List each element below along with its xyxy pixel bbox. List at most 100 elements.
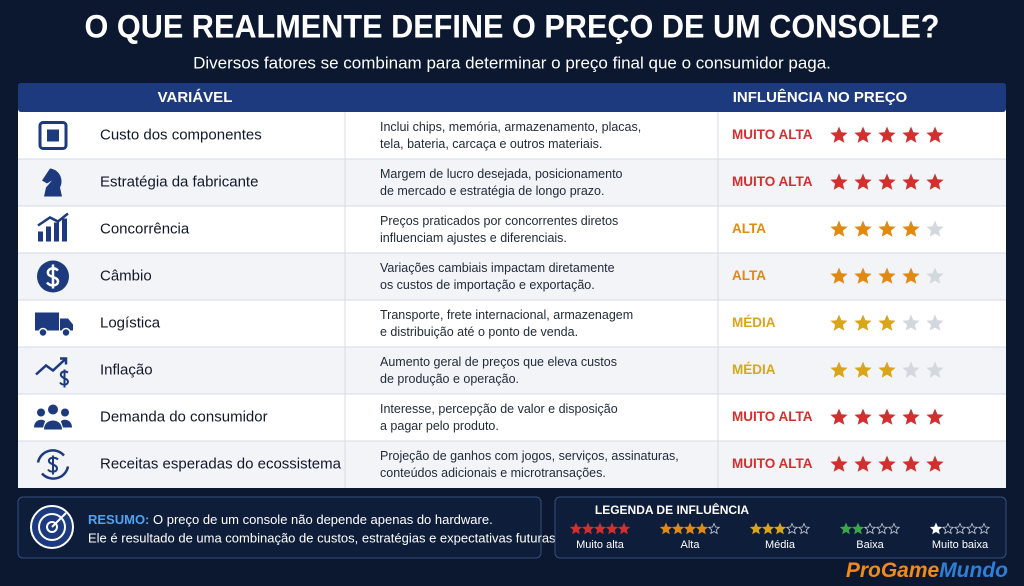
legend-star-filled <box>695 522 709 535</box>
variable-name: Câmbio <box>100 267 152 284</box>
star-filled <box>878 361 896 378</box>
legend-star-filled <box>605 522 619 535</box>
variable-name: Inflação <box>100 361 153 378</box>
star-filled <box>830 455 848 472</box>
row-icon <box>35 312 59 331</box>
star-filled <box>854 173 872 190</box>
description: os custos de importação e exportação. <box>380 278 595 292</box>
legend-star-filled <box>761 522 775 535</box>
description: Interesse, percepção de valor e disposiç… <box>380 402 618 416</box>
legend-star-filled <box>659 522 673 535</box>
star-filled <box>878 267 896 284</box>
star-empty <box>926 220 944 237</box>
influence-level: MUITO ALTA <box>732 456 813 471</box>
description: a pagar pelo produto. <box>380 419 499 433</box>
variable-name: Receitas esperadas do ecossistema <box>100 455 342 472</box>
influence-level: MÉDIA <box>732 362 776 377</box>
legend-label: Média <box>765 539 796 551</box>
star-filled <box>830 173 848 190</box>
star-empty <box>902 314 920 331</box>
influence-level: MUITO ALTA <box>732 174 813 189</box>
star-filled <box>902 267 920 284</box>
row-icon <box>47 129 59 142</box>
variable-name: Estratégia da fabricante <box>100 173 258 190</box>
legend-star-empty <box>875 522 889 535</box>
star-filled <box>854 408 872 425</box>
description: Preços praticados por concorrentes diret… <box>380 214 618 228</box>
star-filled <box>926 126 944 143</box>
row-icon <box>38 231 43 242</box>
legend-star-filled <box>569 522 583 535</box>
legend-star-empty <box>965 522 979 535</box>
star-empty <box>902 361 920 378</box>
description: conteúdos adicionais e microtransações. <box>380 466 606 480</box>
star-filled <box>830 314 848 331</box>
legend-star-empty <box>941 522 955 535</box>
description: e distribuição até o ponto de venda. <box>380 325 578 339</box>
legend-star-empty <box>785 522 799 535</box>
legend-label: Muito baixa <box>932 539 989 551</box>
row-icon <box>60 318 73 331</box>
star-filled <box>854 361 872 378</box>
star-filled <box>854 126 872 143</box>
row-icon <box>61 327 71 338</box>
summary-icon <box>46 521 58 533</box>
star-filled <box>830 126 848 143</box>
legend-star-empty <box>707 522 721 535</box>
star-filled <box>854 455 872 472</box>
star-filled <box>902 408 920 425</box>
row-icon <box>46 226 51 242</box>
legend-star-empty <box>953 522 967 535</box>
star-empty <box>926 361 944 378</box>
summary-line: RESUMO: O preço de um console não depend… <box>88 512 493 527</box>
description: de mercado e estratégia de longo prazo. <box>380 184 604 198</box>
row-icon <box>38 327 48 338</box>
row-icon <box>37 408 45 417</box>
variable-name: Logística <box>100 314 161 331</box>
star-filled <box>902 126 920 143</box>
legend-label: Baixa <box>856 539 884 551</box>
row-icon <box>61 408 69 417</box>
row-icon <box>48 404 58 415</box>
row-icon <box>38 121 68 150</box>
row-icon <box>35 357 68 376</box>
row-icon <box>47 455 59 475</box>
legend-star-filled <box>929 522 943 535</box>
legend-label: Alta <box>681 539 701 551</box>
description: Aumento geral de preços que eleva custos <box>380 355 617 369</box>
influence-level: MÉDIA <box>732 315 776 330</box>
star-filled <box>878 455 896 472</box>
description: Projeção de ganhos com jogos, serviços, … <box>380 449 679 463</box>
variable-name: Custo dos componentes <box>100 126 262 143</box>
description: de produção e operação. <box>380 372 519 386</box>
title: O QUE REALMENTE DEFINE O PREÇO DE UM CON… <box>85 8 940 44</box>
legend-star-empty <box>977 522 991 535</box>
row-icon <box>34 419 72 430</box>
star-filled <box>926 408 944 425</box>
legend-star-filled <box>749 522 763 535</box>
summary-line: Ele é resultado de uma combinação de cus… <box>88 530 559 545</box>
description: Variações cambiais impactam diretamente <box>380 261 615 275</box>
star-filled <box>854 314 872 331</box>
star-filled <box>878 408 896 425</box>
legend-star-filled <box>581 522 595 535</box>
influence-level: MUITO ALTA <box>732 127 813 142</box>
legend-star-filled <box>593 522 607 535</box>
legend-star-filled <box>683 522 697 535</box>
description: Inclui chips, memória, armazenamento, pl… <box>380 120 641 134</box>
legend-star-empty <box>797 522 811 535</box>
star-filled <box>878 314 896 331</box>
summary-icon <box>38 513 66 541</box>
row-icon <box>36 449 70 480</box>
influence-level: ALTA <box>732 221 766 236</box>
legend-star-empty <box>863 522 877 535</box>
star-filled <box>902 173 920 190</box>
variable-name: Demanda do consumidor <box>100 408 268 425</box>
row-icon <box>42 168 62 197</box>
description: Margem de lucro desejada, posicionamento <box>380 167 623 181</box>
subtitle: Diversos fatores se combinam para determ… <box>193 53 831 72</box>
description: tela, bateria, carcaça e outros materiai… <box>380 137 602 151</box>
legend-star-filled <box>773 522 787 535</box>
summary-box <box>17 496 542 559</box>
star-filled <box>902 455 920 472</box>
